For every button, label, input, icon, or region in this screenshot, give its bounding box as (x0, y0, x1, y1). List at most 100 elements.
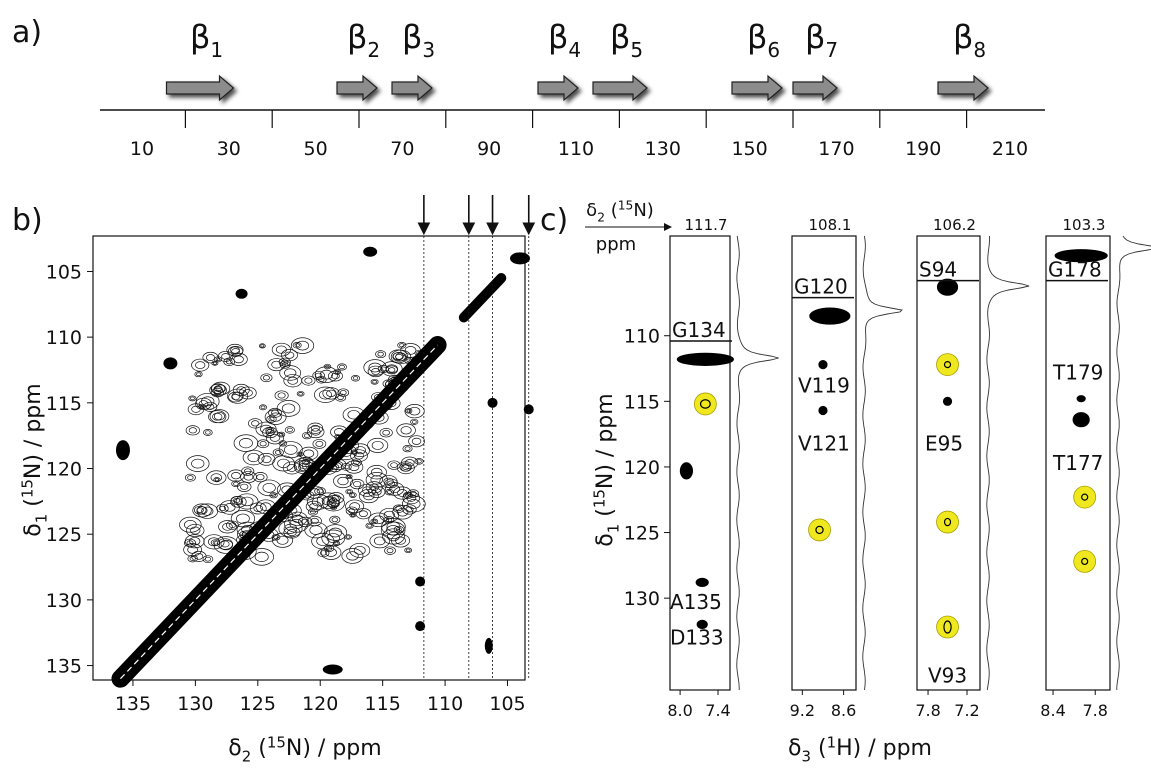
strip-shift: 106.2 (933, 216, 976, 234)
contour (304, 377, 313, 384)
contour (190, 396, 195, 401)
contour (272, 532, 294, 548)
contour (185, 523, 205, 538)
strip-shift: 108.1 (809, 216, 852, 234)
text: ( (251, 736, 267, 761)
contour (228, 391, 243, 403)
contour (334, 393, 347, 402)
contour (272, 455, 295, 472)
tick-label: 8.0 (667, 701, 692, 720)
symbol: δ (788, 736, 801, 761)
projection (1116, 235, 1151, 690)
highlight (936, 510, 959, 534)
contour (407, 499, 421, 509)
contour (258, 404, 268, 411)
contour (324, 544, 335, 552)
contour (321, 529, 346, 547)
contour (277, 458, 290, 469)
contour (196, 372, 201, 377)
contour (386, 521, 401, 532)
contour (393, 525, 404, 534)
contour (231, 393, 240, 401)
contour (198, 403, 206, 410)
contour (231, 480, 241, 488)
contour (301, 518, 310, 526)
strip-frame (791, 235, 857, 691)
contour (242, 389, 253, 397)
contour (249, 502, 267, 515)
contour (188, 427, 197, 434)
contour (386, 548, 394, 554)
contour (259, 441, 267, 447)
contour (362, 486, 373, 495)
contour (396, 507, 409, 517)
symbol: δ (21, 523, 46, 536)
contour (296, 340, 310, 351)
strand-label: β7 (805, 18, 838, 62)
strand-arrow (336, 74, 378, 102)
contour (402, 445, 413, 453)
contour (257, 479, 281, 497)
contour (373, 536, 386, 546)
contour (262, 482, 276, 493)
contour (339, 390, 347, 396)
contour (407, 489, 420, 498)
axis-label: δ3 (1H) / ppm (788, 733, 932, 765)
peak-label: A135 (670, 590, 722, 614)
text: N) / ppm (21, 383, 46, 479)
contour (405, 548, 411, 553)
contour (276, 400, 301, 417)
contour (265, 431, 285, 445)
strip-shift: 103.3 (1063, 216, 1106, 234)
contour (253, 472, 268, 483)
symbol: β (347, 18, 367, 56)
peak (936, 278, 959, 296)
strand-label: β4 (548, 18, 581, 62)
peak (115, 440, 130, 461)
tick-label: 130 (177, 693, 213, 715)
contour (337, 476, 349, 486)
contour (402, 464, 410, 470)
contour (325, 548, 337, 557)
contour (185, 425, 200, 436)
contour (269, 434, 281, 442)
contour (337, 395, 344, 401)
contour (289, 518, 304, 530)
contour (315, 440, 324, 447)
contour (254, 551, 269, 563)
contour (411, 420, 417, 424)
contour (337, 363, 347, 371)
peak (818, 405, 828, 416)
contour (251, 420, 260, 427)
highlight (808, 518, 831, 542)
contour (208, 410, 227, 424)
contour (381, 361, 403, 377)
contour (210, 473, 223, 482)
contour (226, 343, 244, 357)
contour (247, 452, 260, 463)
contour (301, 431, 313, 440)
contour (260, 344, 265, 348)
contour (219, 500, 240, 515)
contour (213, 389, 222, 396)
contour (265, 427, 275, 434)
tick-label: 8.4 (1040, 701, 1065, 720)
contour (284, 426, 295, 434)
contour (331, 505, 336, 510)
contour (390, 462, 398, 468)
contour (184, 520, 197, 530)
contour (230, 510, 256, 528)
contour (402, 504, 417, 515)
contour (186, 455, 210, 472)
contour (305, 500, 322, 513)
contour (298, 392, 303, 396)
symbol: β (805, 18, 825, 56)
contour (239, 437, 253, 449)
strand-arrow (165, 74, 235, 102)
subscript: 3 (422, 38, 435, 62)
contour (202, 351, 219, 364)
contour (267, 428, 273, 433)
tick-label: 105 (46, 261, 82, 283)
tick-label: 115 (46, 393, 82, 415)
text: H) / ppm (836, 736, 932, 761)
